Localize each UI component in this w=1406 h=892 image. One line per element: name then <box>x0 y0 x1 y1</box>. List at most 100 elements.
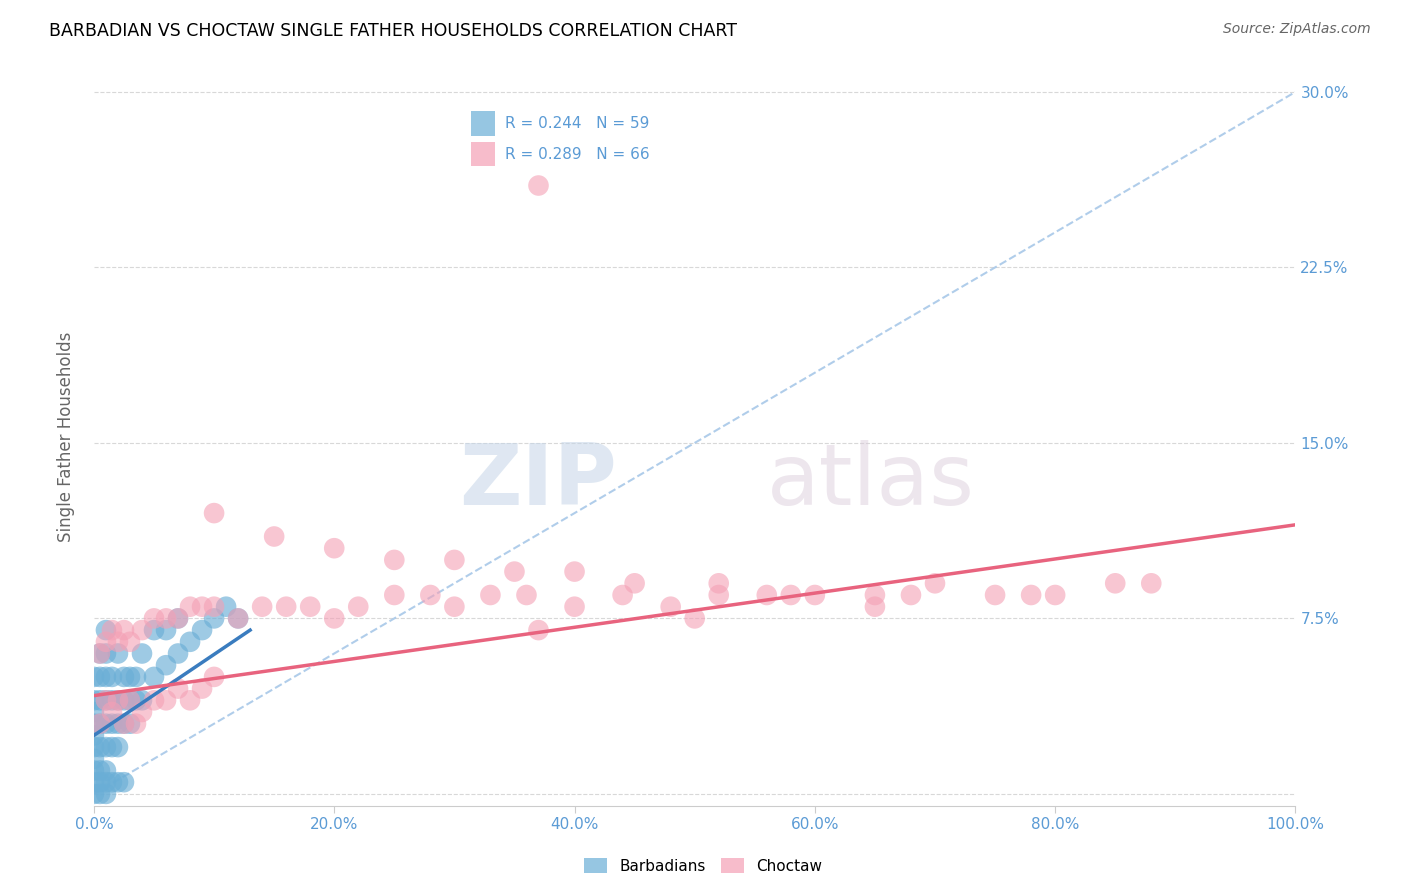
Point <box>382 553 405 567</box>
Point <box>191 681 214 696</box>
Point <box>125 670 148 684</box>
Point <box>107 740 129 755</box>
Point <box>215 599 238 614</box>
Point <box>89 764 111 778</box>
Point <box>167 647 190 661</box>
Point <box>779 588 801 602</box>
Legend: Barbadians, Choctaw: Barbadians, Choctaw <box>578 852 828 880</box>
Point <box>131 647 153 661</box>
Point <box>101 716 124 731</box>
Point <box>503 565 526 579</box>
Point <box>863 588 886 602</box>
Point <box>226 611 249 625</box>
Point <box>1019 588 1042 602</box>
Text: ZIP: ZIP <box>458 440 617 523</box>
Point <box>659 599 682 614</box>
Point <box>112 693 135 707</box>
Point <box>347 599 370 614</box>
Point <box>94 623 117 637</box>
Point <box>443 553 465 567</box>
Point <box>94 635 117 649</box>
Point <box>83 775 105 789</box>
Point <box>125 716 148 731</box>
Point <box>612 588 634 602</box>
Point <box>107 635 129 649</box>
Point <box>112 670 135 684</box>
Point <box>101 693 124 707</box>
Point <box>191 599 214 614</box>
Point <box>89 670 111 684</box>
Point <box>107 716 129 731</box>
Point <box>83 670 105 684</box>
Point <box>155 611 177 625</box>
Point <box>515 588 537 602</box>
Point <box>107 647 129 661</box>
Point <box>707 576 730 591</box>
Point <box>89 775 111 789</box>
Point <box>101 623 124 637</box>
Point <box>683 611 706 625</box>
Point <box>94 647 117 661</box>
Point <box>202 599 225 614</box>
Point <box>179 635 201 649</box>
Point <box>89 647 111 661</box>
Point <box>143 611 166 625</box>
Point <box>94 693 117 707</box>
Point <box>107 693 129 707</box>
Point <box>83 787 105 801</box>
Point <box>179 599 201 614</box>
Y-axis label: Single Father Households: Single Father Households <box>58 332 75 542</box>
Point <box>863 599 886 614</box>
Point <box>118 693 141 707</box>
Point <box>112 623 135 637</box>
Point <box>143 623 166 637</box>
Point <box>94 716 117 731</box>
Point <box>804 588 827 602</box>
Point <box>900 588 922 602</box>
Point <box>94 775 117 789</box>
Text: Source: ZipAtlas.com: Source: ZipAtlas.com <box>1223 22 1371 37</box>
Point <box>101 670 124 684</box>
Point <box>131 623 153 637</box>
Point <box>202 670 225 684</box>
Point <box>1104 576 1126 591</box>
Point <box>101 705 124 719</box>
Point <box>89 716 111 731</box>
Point <box>107 693 129 707</box>
Point <box>94 764 117 778</box>
Point <box>191 623 214 637</box>
Point <box>564 599 586 614</box>
Point <box>202 506 225 520</box>
Point <box>83 740 105 755</box>
Point <box>83 764 105 778</box>
Point <box>1043 588 1066 602</box>
Point <box>131 693 153 707</box>
Point <box>419 588 441 602</box>
Point <box>107 775 129 789</box>
Point <box>443 599 465 614</box>
Point <box>112 716 135 731</box>
Point <box>131 705 153 719</box>
Point <box>112 775 135 789</box>
Point <box>89 693 111 707</box>
Point <box>89 716 111 731</box>
Point <box>924 576 946 591</box>
Point <box>226 611 249 625</box>
Point <box>276 599 298 614</box>
Point <box>1140 576 1163 591</box>
Point <box>527 623 550 637</box>
Point <box>179 693 201 707</box>
Point <box>89 647 111 661</box>
Point <box>479 588 502 602</box>
Point <box>299 599 322 614</box>
Point <box>755 588 778 602</box>
Point <box>118 670 141 684</box>
Point <box>94 740 117 755</box>
Point <box>143 670 166 684</box>
Point <box>323 611 346 625</box>
Point <box>143 693 166 707</box>
Point <box>101 775 124 789</box>
Point <box>83 716 105 731</box>
Point <box>118 693 141 707</box>
Point <box>382 588 405 602</box>
